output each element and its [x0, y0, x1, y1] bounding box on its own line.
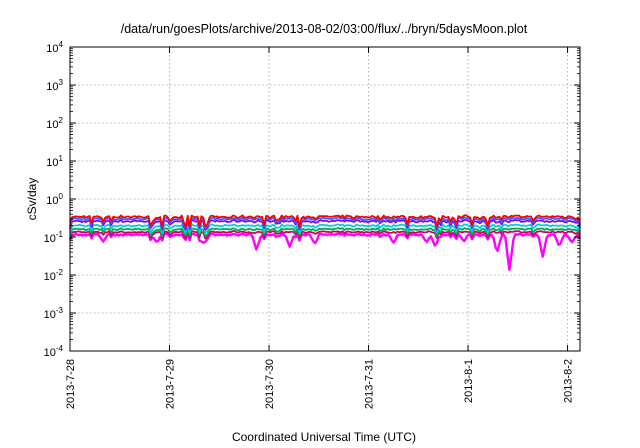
y-tick-label: 103 [46, 78, 63, 93]
x-tick-label: 2013-7-28 [65, 359, 77, 409]
series-line [69, 214, 581, 228]
x-tick-label: 2013-7-29 [165, 359, 177, 409]
y-tick-label: 10-2 [44, 268, 64, 283]
y-tick-label: 10-1 [44, 230, 64, 245]
x-tick-label: 2013-8-1 [463, 359, 475, 403]
x-axis-label: Coordinated Universal Time (UTC) [232, 430, 416, 444]
y-tick-label: 10-3 [44, 306, 64, 321]
y-tick-label: 100 [46, 192, 63, 207]
series-line [69, 223, 581, 235]
y-axis-label: cSv/day [25, 178, 39, 221]
x-tick-label: 2013-7-31 [364, 359, 376, 409]
y-tick-label: 104 [46, 40, 63, 55]
series-group [68, 214, 582, 271]
x-tick-label: 2013-8-2 [563, 359, 575, 403]
y-tick-label: 101 [46, 154, 63, 169]
series-line [68, 232, 582, 271]
x-axis: 2013-7-28 2013-7-29 2013-7-30 2013-7-31 2013… [65, 47, 575, 409]
y-tick-label: 102 [46, 116, 63, 131]
y-axis: 10-4 10-3 10-2 10-1 100 101 102 103 104 [44, 40, 580, 359]
series-line [69, 230, 581, 240]
y-tick-label: 10-4 [44, 344, 64, 359]
series-line [69, 227, 581, 238]
series-line [69, 218, 581, 231]
chart-title: /data/run/goesPlots/archive/2013-08-02/0… [121, 22, 528, 36]
series-line [69, 216, 581, 230]
x-tick-label: 2013-7-30 [264, 359, 276, 409]
